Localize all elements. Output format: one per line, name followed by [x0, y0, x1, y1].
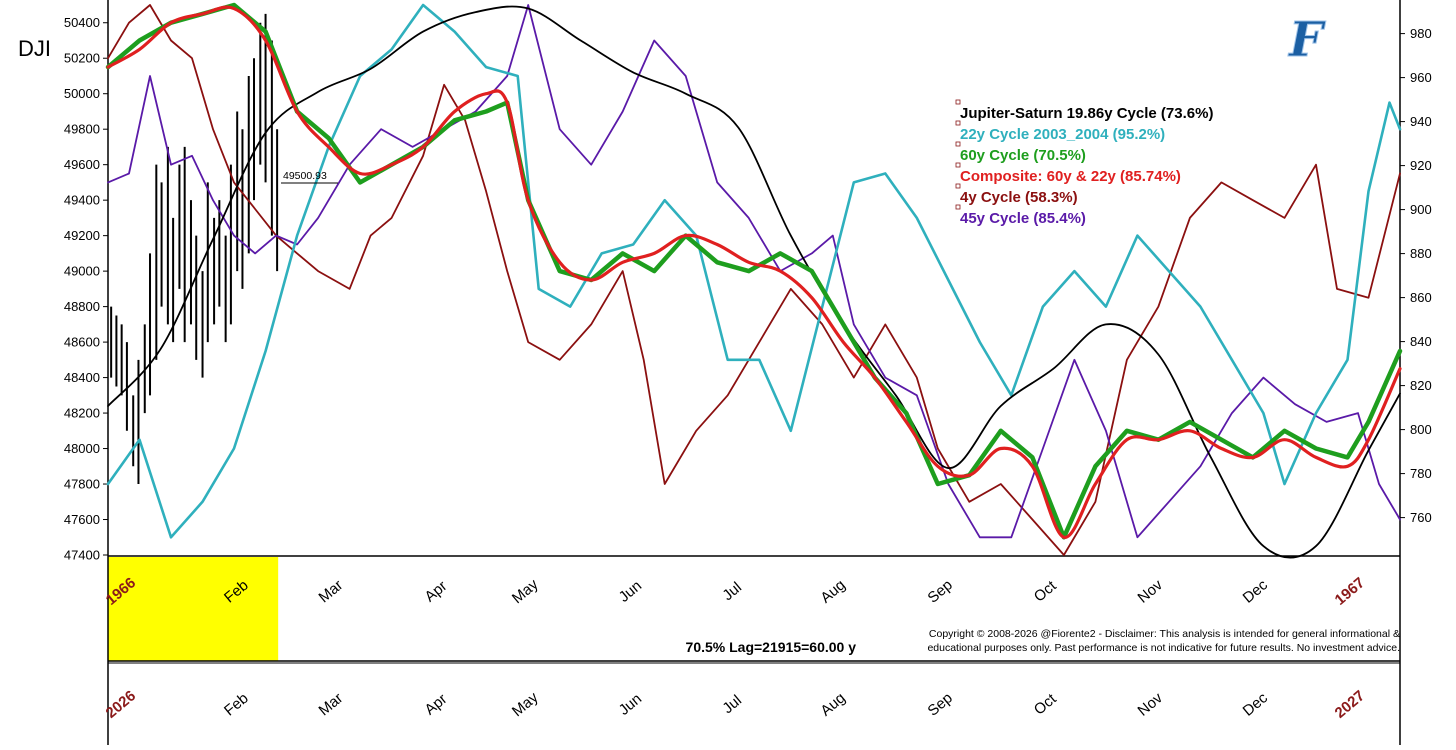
series-line-60y-cycle-70-5	[105, 2, 1403, 540]
series-line-composite-60y-22y-85-74	[106, 5, 1402, 539]
copyright-line-1: Copyright © 2008-2026 @Fiorente2 - Discl…	[929, 628, 1400, 640]
left-tick-label: 49600	[64, 157, 100, 172]
left-tick-label: 50400	[64, 15, 100, 30]
left-tick-label: 48800	[64, 299, 100, 314]
right-tick-label: 860	[1410, 290, 1432, 305]
left-tick-label: 47600	[64, 512, 100, 527]
legend-entry: 45y Cycle (85.4%)	[960, 210, 1086, 227]
legend: Jupiter-Saturn 19.86y Cycle (73.6%) 22y C…	[955, 99, 1213, 227]
right-cycle-axis: 760 780 800 820 840 860 880 900 920 940 960 980	[1400, 26, 1432, 525]
right-tick-label: 900	[1410, 202, 1432, 217]
left-tick-label: 47400	[64, 548, 100, 563]
left-tick-label: 48600	[64, 335, 100, 350]
copyright-line-2: educational purposes only. Past performa…	[927, 642, 1400, 654]
right-tick-label: 960	[1410, 70, 1432, 85]
left-tick-label: 50000	[64, 86, 100, 101]
left-tick-label: 48000	[64, 441, 100, 456]
series-line-45y-cycle-85-4	[107, 4, 1401, 539]
legend-marker	[955, 204, 961, 210]
legend-entry: 4y Cycle (58.3%)	[960, 189, 1078, 206]
left-tick-label: 49400	[64, 193, 100, 208]
legend-marker	[955, 162, 961, 168]
right-tick-label: 760	[1410, 510, 1432, 525]
cycle-series	[105, 2, 1403, 559]
projection-year-highlight	[108, 557, 279, 661]
lag-label: 70.5% Lag=21915=60.00 y	[686, 639, 857, 655]
legend-marker	[955, 183, 961, 189]
legend-marker	[955, 141, 961, 147]
left-tick-label: 50200	[64, 51, 100, 66]
right-tick-label: 980	[1410, 26, 1432, 41]
legend-entry: 22y Cycle 2003_2004 (95.2%)	[960, 126, 1165, 143]
right-tick-label: 940	[1410, 114, 1432, 129]
left-price-axis: 47400 47600 47800 48000 48200 48400 48600 48800…	[64, 15, 108, 563]
series-line-22y-cycle-2003-2004-95-2	[106, 3, 1402, 539]
right-tick-label: 780	[1410, 466, 1432, 481]
last-price-label: 49500.93	[283, 170, 327, 182]
series-line-jupiter-saturn-19-86y-cycle-73-6	[107, 5, 1401, 559]
left-tick-label: 49000	[64, 264, 100, 279]
left-tick-label: 48400	[64, 370, 100, 385]
right-tick-label: 820	[1410, 378, 1432, 393]
left-tick-label: 47800	[64, 477, 100, 492]
legend-marker	[955, 99, 961, 105]
legend-entry: Composite: 60y & 22y (85.74%)	[960, 168, 1181, 185]
last-price-marker: 49500.93	[281, 170, 338, 184]
right-tick-label: 920	[1410, 158, 1432, 173]
left-tick-label: 49800	[64, 122, 100, 137]
brand-logo-letter: F	[1287, 12, 1326, 68]
legend-marker	[955, 120, 961, 126]
left-tick-label: 48200	[64, 406, 100, 421]
right-tick-label: 840	[1410, 334, 1432, 349]
symbol-title: DJI	[18, 36, 51, 61]
right-tick-label: 800	[1410, 422, 1432, 437]
right-tick-label: 880	[1410, 246, 1432, 261]
legend-entry: Jupiter-Saturn 19.86y Cycle (73.6%)	[960, 105, 1213, 122]
legend-entry: 60y Cycle (70.5%)	[960, 147, 1086, 164]
brand-logo: F	[1286, 12, 1326, 69]
left-tick-label: 49200	[64, 228, 100, 243]
